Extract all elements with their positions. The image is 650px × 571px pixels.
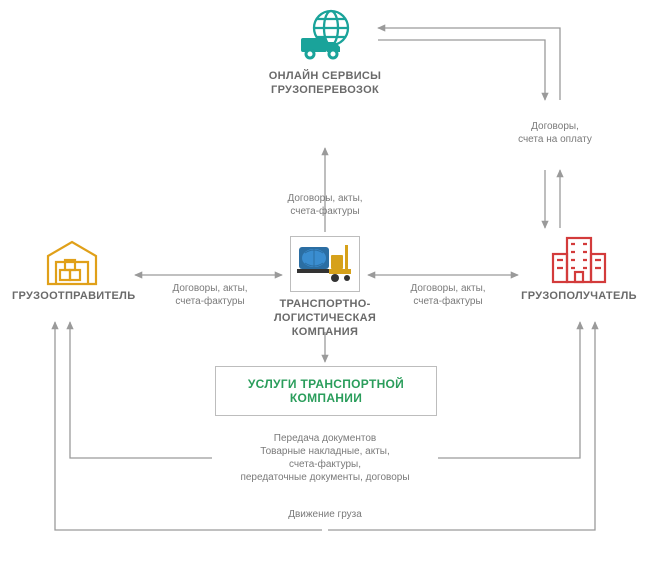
node-sender-label: ГРУЗООТПРАВИТЕЛЬ [12, 290, 132, 304]
globe-truck-icon [255, 8, 395, 66]
edge-tlc-receiver: Договоры, акты, счета-фактуры [388, 282, 508, 308]
edge-tlc-sender: Договоры, акты, счета-фактуры [150, 282, 270, 308]
edge-tlc-online: Договоры, акты, счета-фактуры [260, 192, 390, 218]
warehouse-icon [12, 238, 132, 286]
building-icon [520, 232, 638, 286]
edge-online-receiver: Договоры, счета на оплату [495, 120, 615, 146]
docs-block: Передача документов Товарные накладные, … [205, 432, 445, 484]
node-tlc: ТРАНСПОРТНО-ЛОГИСТИЧЕСКАЯ КОМПАНИЯ [252, 236, 398, 339]
node-receiver-label: ГРУЗОПОЛУЧАТЕЛЬ [520, 290, 638, 304]
node-tlc-label: ТРАНСПОРТНО-ЛОГИСТИЧЕСКАЯ КОМПАНИЯ [252, 298, 398, 339]
services-box: УСЛУГИ ТРАНСПОРТНОЙ КОМПАНИИ [215, 366, 437, 416]
node-online-label: ОНЛАЙН СЕРВИСЫ ГРУЗОПЕРЕВОЗОК [255, 70, 395, 98]
node-receiver: ГРУЗОПОЛУЧАТЕЛЬ [520, 232, 638, 304]
node-online-services: ОНЛАЙН СЕРВИСЫ ГРУЗОПЕРЕВОЗОК [255, 8, 395, 98]
cargo-label: Движение груза [265, 508, 385, 521]
services-title: УСЛУГИ ТРАНСПОРТНОЙ КОМПАНИИ [248, 377, 404, 405]
node-sender: ГРУЗООТПРАВИТЕЛЬ [12, 238, 132, 304]
forklift-icon [290, 236, 360, 292]
